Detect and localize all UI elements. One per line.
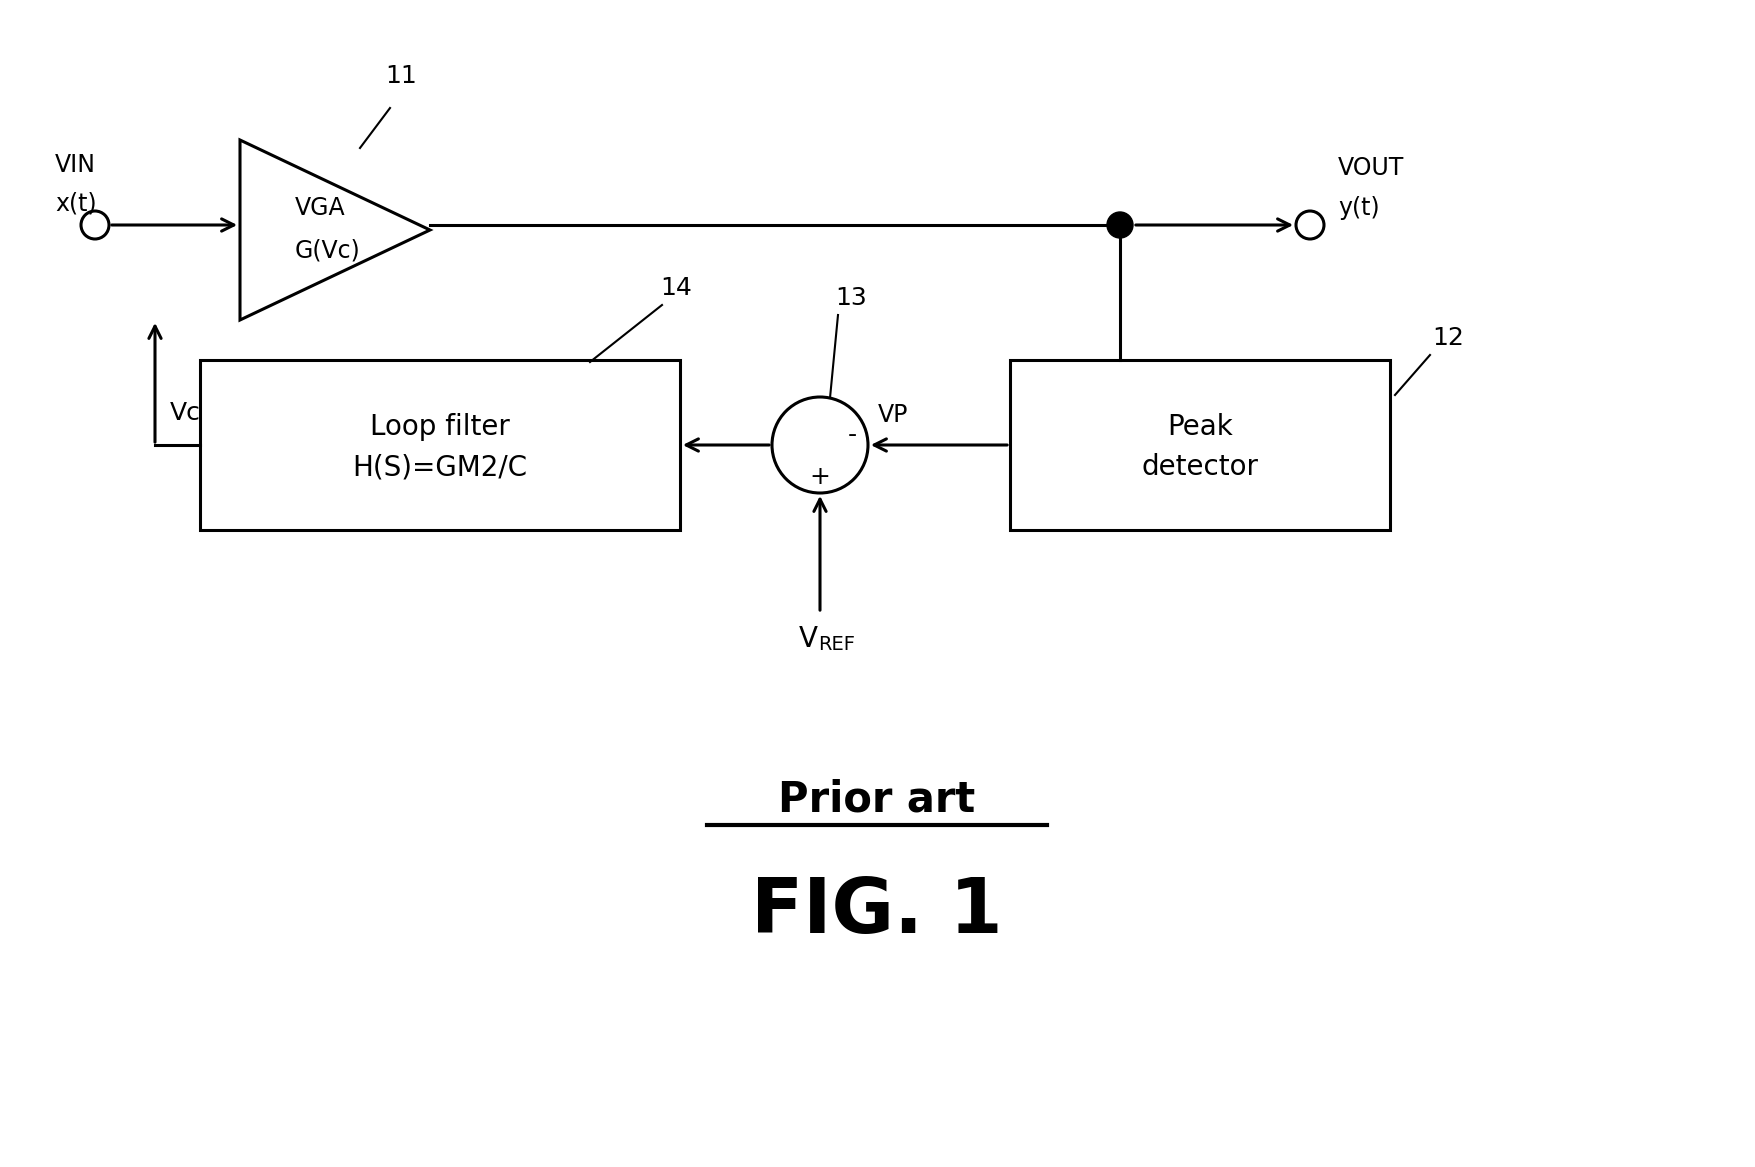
Text: Prior art: Prior art bbox=[779, 778, 976, 820]
Text: VP: VP bbox=[878, 403, 909, 427]
Text: y(t): y(t) bbox=[1337, 196, 1379, 221]
Bar bbox=[1009, 359, 1390, 530]
Text: REF: REF bbox=[818, 635, 855, 654]
Text: VOUT: VOUT bbox=[1337, 156, 1404, 180]
Text: 11: 11 bbox=[384, 64, 416, 88]
Circle shape bbox=[1107, 212, 1134, 238]
Text: H(S)=GM2/C: H(S)=GM2/C bbox=[353, 453, 528, 481]
Text: Peak: Peak bbox=[1167, 413, 1232, 441]
Text: +: + bbox=[809, 464, 830, 489]
Text: x(t): x(t) bbox=[54, 191, 97, 215]
Text: detector: detector bbox=[1141, 453, 1258, 481]
Text: V: V bbox=[799, 626, 818, 654]
Text: 14: 14 bbox=[660, 277, 691, 300]
Text: VIN: VIN bbox=[54, 153, 97, 177]
Text: FIG. 1: FIG. 1 bbox=[751, 875, 1002, 949]
Text: -: - bbox=[848, 422, 856, 447]
Bar bbox=[200, 359, 679, 530]
Text: 12: 12 bbox=[1432, 326, 1464, 350]
Text: Loop filter: Loop filter bbox=[370, 413, 511, 441]
Text: G(Vc): G(Vc) bbox=[295, 238, 362, 263]
Text: Vc: Vc bbox=[170, 400, 200, 425]
Text: 13: 13 bbox=[835, 286, 867, 310]
Text: VGA: VGA bbox=[295, 196, 346, 221]
